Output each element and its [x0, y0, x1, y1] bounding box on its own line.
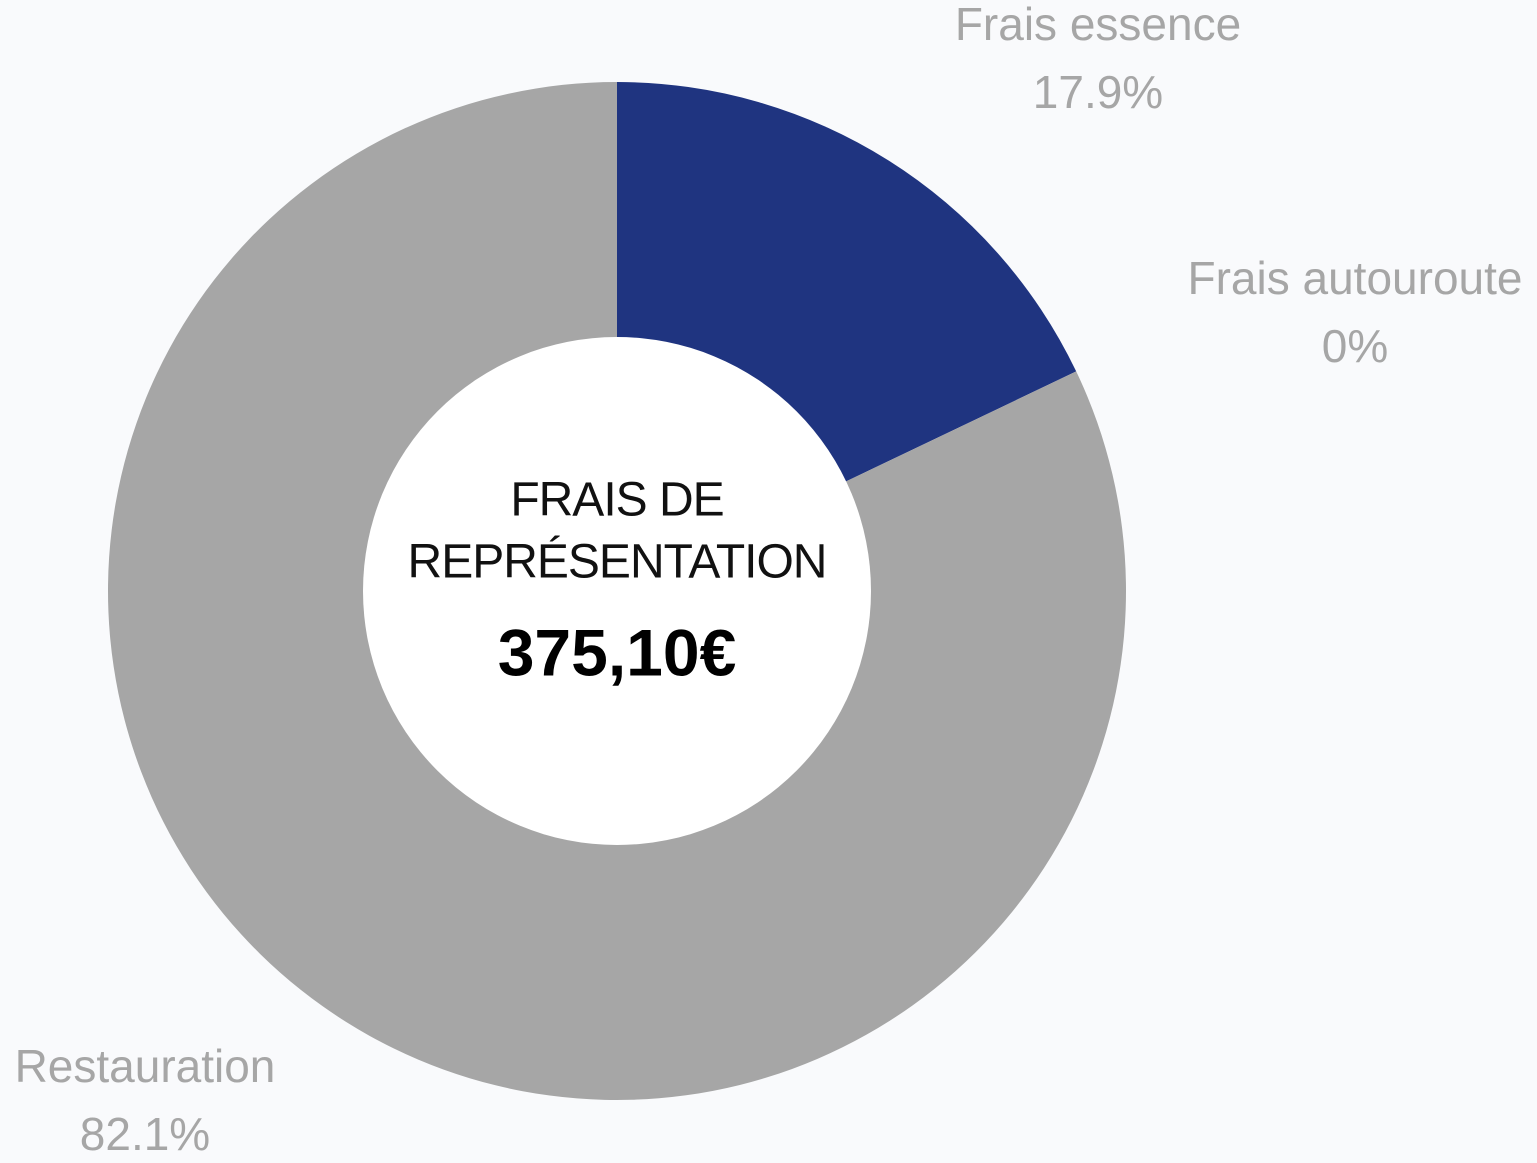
slice-value-label: 82.1% — [80, 1108, 210, 1160]
center-value: 375,10€ — [498, 615, 737, 689]
center-title: REPRÉSENTATION — [408, 536, 827, 589]
center-title: FRAIS DE — [510, 474, 723, 527]
slice-value-label: 0% — [1322, 320, 1388, 372]
slice-label: Frais essence — [955, 0, 1241, 50]
slice-label: Frais autouroute — [1188, 252, 1523, 304]
donut-hole — [363, 337, 871, 845]
slice-value-label: 17.9% — [1033, 66, 1163, 118]
slice-label: Restauration — [15, 1040, 276, 1092]
